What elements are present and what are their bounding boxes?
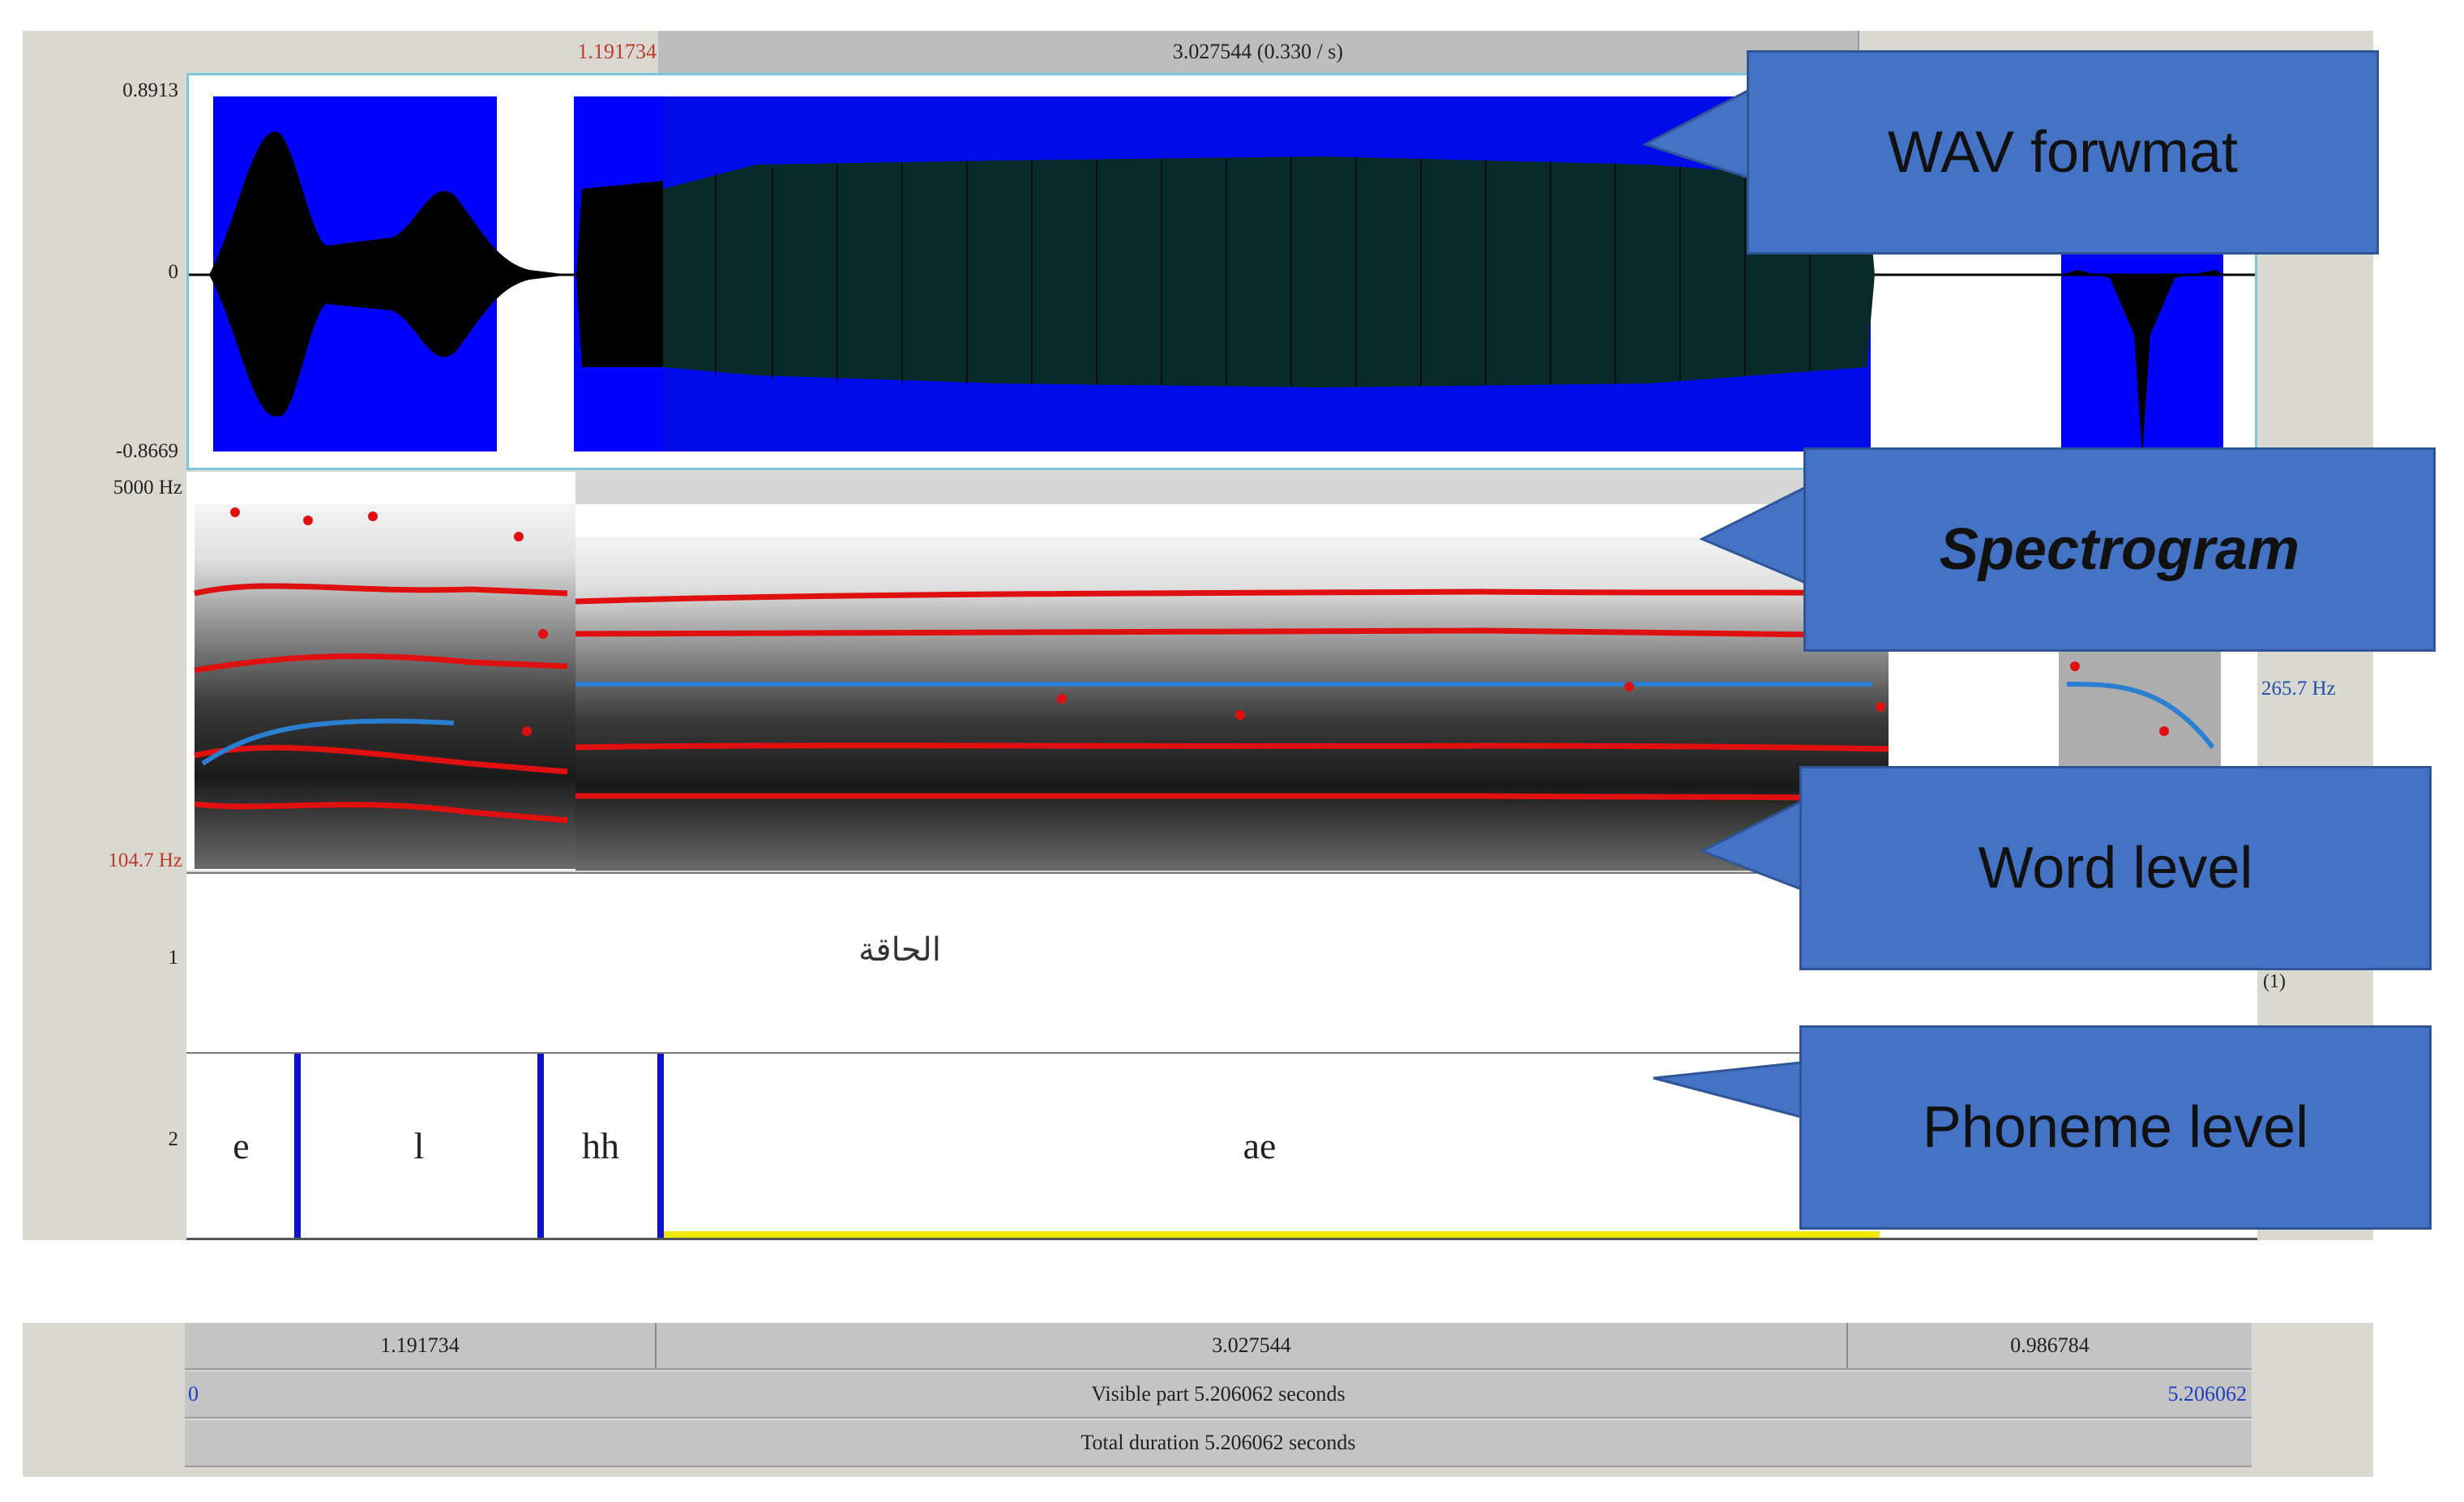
waveform-segment-tail	[2061, 270, 2223, 456]
phoneme-boundary[interactable]	[657, 1054, 664, 1238]
segment-duration-1[interactable]: 1.191734	[185, 1323, 657, 1368]
visible-start: 0	[188, 1382, 199, 1406]
phoneme-interval-e[interactable]: e	[233, 1125, 250, 1166]
total-duration-bar[interactable]: Total duration 5.206062 seconds	[185, 1420, 2252, 1467]
waveform-max-label: 0.8913	[122, 79, 178, 101]
phoneme-boundary[interactable]	[294, 1054, 301, 1238]
pitch-track	[201, 681, 2215, 766]
phoneme-interval-l[interactable]: l	[413, 1125, 425, 1166]
waveform-segment-e	[209, 131, 570, 417]
waveform-panel[interactable]	[186, 73, 2257, 470]
selection-duration-bar[interactable]: 3.027544 (0.330 / s)	[658, 31, 1859, 73]
word-interval-label[interactable]: الحاقة	[858, 931, 941, 968]
waveform-segment-hh	[576, 181, 663, 367]
phoneme-interval-ae[interactable]: ae	[1243, 1125, 1277, 1166]
segment-duration-3[interactable]: 0.986784	[2010, 1333, 2090, 1357]
callout-spectrogram: Spectrogram	[1803, 447, 2436, 652]
tier-number-phoneme: 2	[168, 1128, 179, 1150]
phoneme-boundary[interactable]	[537, 1054, 544, 1238]
segment-duration-2[interactable]: 3.027544	[657, 1323, 1848, 1368]
waveform-graphic	[189, 96, 2255, 456]
selected-interval-highlight	[664, 1231, 1880, 1238]
callout-arrows	[1642, 87, 1809, 1120]
tier-number-word: 1	[168, 947, 179, 969]
waveform-min-label: -0.8669	[115, 440, 178, 462]
word-tier-count: (1)	[2263, 971, 2286, 992]
callout-word-level: Word level	[1799, 766, 2432, 970]
callout-wav-format: WAV forwmat	[1747, 50, 2379, 255]
pitch-value-label: 265.7 Hz	[2261, 678, 2336, 700]
waveform-zero-label: 0	[168, 261, 179, 283]
phoneme-interval-hh[interactable]: hh	[582, 1125, 619, 1166]
waveform-segment-ae	[663, 156, 1875, 387]
visible-end: 5.206062	[2167, 1382, 2248, 1406]
callout-phoneme-level: Phoneme level	[1799, 1025, 2432, 1230]
bottom-timeline: 1.191734 3.027544 0.986784 0 Visible par…	[23, 1323, 2373, 1477]
formant-points	[230, 507, 2169, 736]
spectrogram-bottom-freq: 104.7 Hz	[108, 849, 182, 871]
spectrogram-top-freq: 5000 Hz	[113, 477, 182, 499]
selection-start-time[interactable]: 1.191734	[186, 31, 665, 73]
visible-part-bar[interactable]: 0 Visible part 5.206062 seconds 5.206062	[185, 1371, 2252, 1419]
segment-durations-bar: 1.191734 3.027544 0.986784	[185, 1323, 2252, 1370]
